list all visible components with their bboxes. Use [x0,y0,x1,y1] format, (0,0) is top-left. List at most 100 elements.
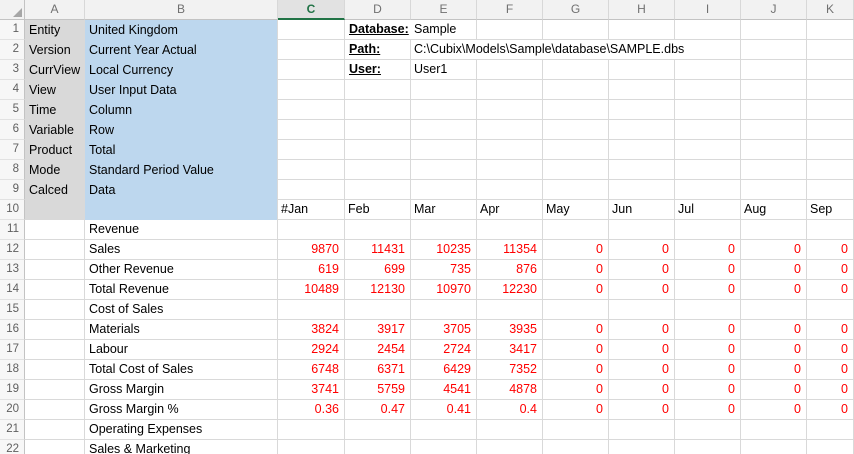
cell-D13[interactable]: 699 [345,260,411,280]
cell-G20[interactable]: 0 [543,400,609,420]
cell-E19[interactable]: 4541 [411,380,477,400]
cell-D10[interactable]: Feb [345,200,411,220]
row-header-4[interactable]: 4 [0,80,25,100]
cell-F8[interactable] [477,160,543,180]
cell-B11[interactable]: Revenue [85,220,278,240]
cell-D4[interactable] [345,80,411,100]
cell-E3[interactable]: User1 [411,60,477,80]
cell-D9[interactable] [345,180,411,200]
cell-C2[interactable] [278,40,345,60]
cell-B5[interactable]: Column [85,100,278,120]
cell-F14[interactable]: 12230 [477,280,543,300]
cell-J12[interactable]: 0 [741,240,807,260]
cell-K19[interactable]: 0 [807,380,854,400]
cell-C7[interactable] [278,140,345,160]
cell-B7[interactable]: Total [85,140,278,160]
cell-B2[interactable]: Current Year Actual [85,40,278,60]
cell-D5[interactable] [345,100,411,120]
row-header-8[interactable]: 8 [0,160,25,180]
cell-F16[interactable]: 3935 [477,320,543,340]
cell-H6[interactable] [609,120,675,140]
cell-K5[interactable] [807,100,854,120]
cell-G7[interactable] [543,140,609,160]
column-header-C[interactable]: C [278,0,345,20]
row-header-2[interactable]: 2 [0,40,25,60]
cell-H7[interactable] [609,140,675,160]
cell-C5[interactable] [278,100,345,120]
cell-I13[interactable]: 0 [675,260,741,280]
cell-H8[interactable] [609,160,675,180]
cell-A11[interactable] [25,220,85,240]
cell-I4[interactable] [675,80,741,100]
row-header-7[interactable]: 7 [0,140,25,160]
cell-F9[interactable] [477,180,543,200]
cell-D11[interactable] [345,220,411,240]
cell-E16[interactable]: 3705 [411,320,477,340]
cell-B18[interactable]: Total Cost of Sales [85,360,278,380]
cell-B21[interactable]: Operating Expenses [85,420,278,440]
cell-B19[interactable]: Gross Margin [85,380,278,400]
cell-I8[interactable] [675,160,741,180]
cell-A3[interactable]: CurrView [25,60,85,80]
cell-F21[interactable] [477,420,543,440]
cell-I1[interactable] [675,20,741,40]
row-header-14[interactable]: 14 [0,280,25,300]
cell-J16[interactable]: 0 [741,320,807,340]
cell-E6[interactable] [411,120,477,140]
cell-A18[interactable] [25,360,85,380]
cell-H10[interactable]: Jun [609,200,675,220]
cell-B17[interactable]: Labour [85,340,278,360]
cell-K1[interactable] [807,20,854,40]
row-header-21[interactable]: 21 [0,420,25,440]
cell-G9[interactable] [543,180,609,200]
cell-I16[interactable]: 0 [675,320,741,340]
cell-C4[interactable] [278,80,345,100]
cell-K3[interactable] [807,60,854,80]
cell-C11[interactable] [278,220,345,240]
cell-J17[interactable]: 0 [741,340,807,360]
cell-I17[interactable]: 0 [675,340,741,360]
cell-C3[interactable] [278,60,345,80]
cell-H9[interactable] [609,180,675,200]
cell-I7[interactable] [675,140,741,160]
cell-E2[interactable]: C:\Cubix\Models\Sample\database\SAMPLE.d… [411,40,741,60]
cell-C15[interactable] [278,300,345,320]
row-header-13[interactable]: 13 [0,260,25,280]
row-header-22[interactable]: 22 [0,440,25,454]
cell-F20[interactable]: 0.4 [477,400,543,420]
cell-B14[interactable]: Total Revenue [85,280,278,300]
cell-F3[interactable] [477,60,543,80]
cell-J5[interactable] [741,100,807,120]
cell-K2[interactable] [807,40,854,60]
cell-I11[interactable] [675,220,741,240]
cell-H16[interactable]: 0 [609,320,675,340]
row-header-5[interactable]: 5 [0,100,25,120]
cell-A8[interactable]: Mode [25,160,85,180]
cell-G8[interactable] [543,160,609,180]
cell-A22[interactable] [25,440,85,454]
cell-G15[interactable] [543,300,609,320]
cell-J10[interactable]: Aug [741,200,807,220]
cell-H18[interactable]: 0 [609,360,675,380]
cell-F22[interactable] [477,440,543,454]
cell-C19[interactable]: 3741 [278,380,345,400]
cell-E21[interactable] [411,420,477,440]
cell-G6[interactable] [543,120,609,140]
cell-F12[interactable]: 11354 [477,240,543,260]
cell-J9[interactable] [741,180,807,200]
cell-I12[interactable]: 0 [675,240,741,260]
row-header-19[interactable]: 19 [0,380,25,400]
cell-K11[interactable] [807,220,854,240]
cell-H14[interactable]: 0 [609,280,675,300]
cell-K14[interactable]: 0 [807,280,854,300]
cell-H11[interactable] [609,220,675,240]
cell-E7[interactable] [411,140,477,160]
cell-A17[interactable] [25,340,85,360]
cell-A5[interactable]: Time [25,100,85,120]
cell-J19[interactable]: 0 [741,380,807,400]
cell-B16[interactable]: Materials [85,320,278,340]
cell-F18[interactable]: 7352 [477,360,543,380]
cell-E15[interactable] [411,300,477,320]
cell-G5[interactable] [543,100,609,120]
cell-C9[interactable] [278,180,345,200]
